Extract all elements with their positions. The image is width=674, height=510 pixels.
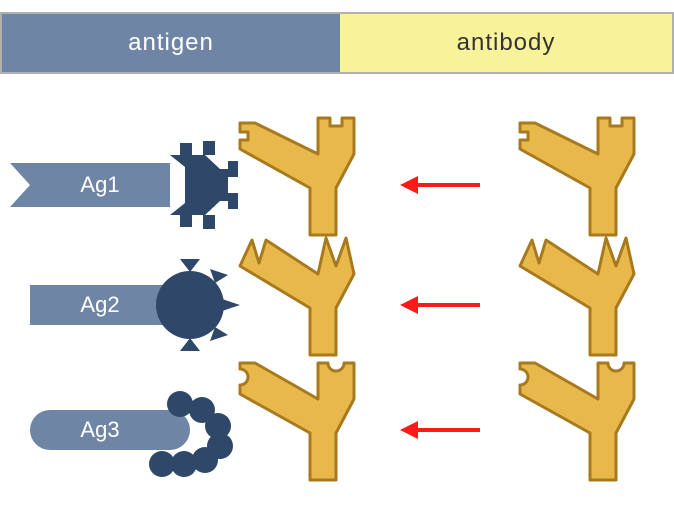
antibody-bound [240, 363, 354, 480]
arrow-icon [400, 421, 480, 439]
legend-antibody-label: antibody [457, 29, 556, 57]
antibody-bound [240, 118, 354, 235]
diagram-scene: Ag1 Ag2 Ag3 [0, 90, 674, 510]
antigen-shape [10, 141, 238, 229]
antibody-free [520, 118, 634, 235]
antigen-label: Ag3 [80, 417, 119, 442]
antigen-label: Ag2 [80, 292, 119, 317]
arrow-icon [400, 296, 480, 314]
antibody-free [520, 238, 634, 355]
diagram-row: Ag3 [30, 363, 634, 480]
diagram-row: Ag2 [30, 238, 634, 355]
antigen-shape [30, 259, 240, 351]
legend-bar: antigen antibody [0, 12, 674, 74]
diagram-row: Ag1 [10, 118, 634, 235]
antigen-shape [30, 391, 233, 477]
arrow-icon [400, 176, 480, 194]
legend-antigen-label: antigen [128, 29, 214, 57]
antibody-bound [240, 238, 354, 355]
antigen-label: Ag1 [80, 172, 119, 197]
legend-antibody: antibody [340, 14, 672, 72]
legend-antigen: antigen [2, 14, 340, 72]
antibody-free [520, 363, 634, 480]
